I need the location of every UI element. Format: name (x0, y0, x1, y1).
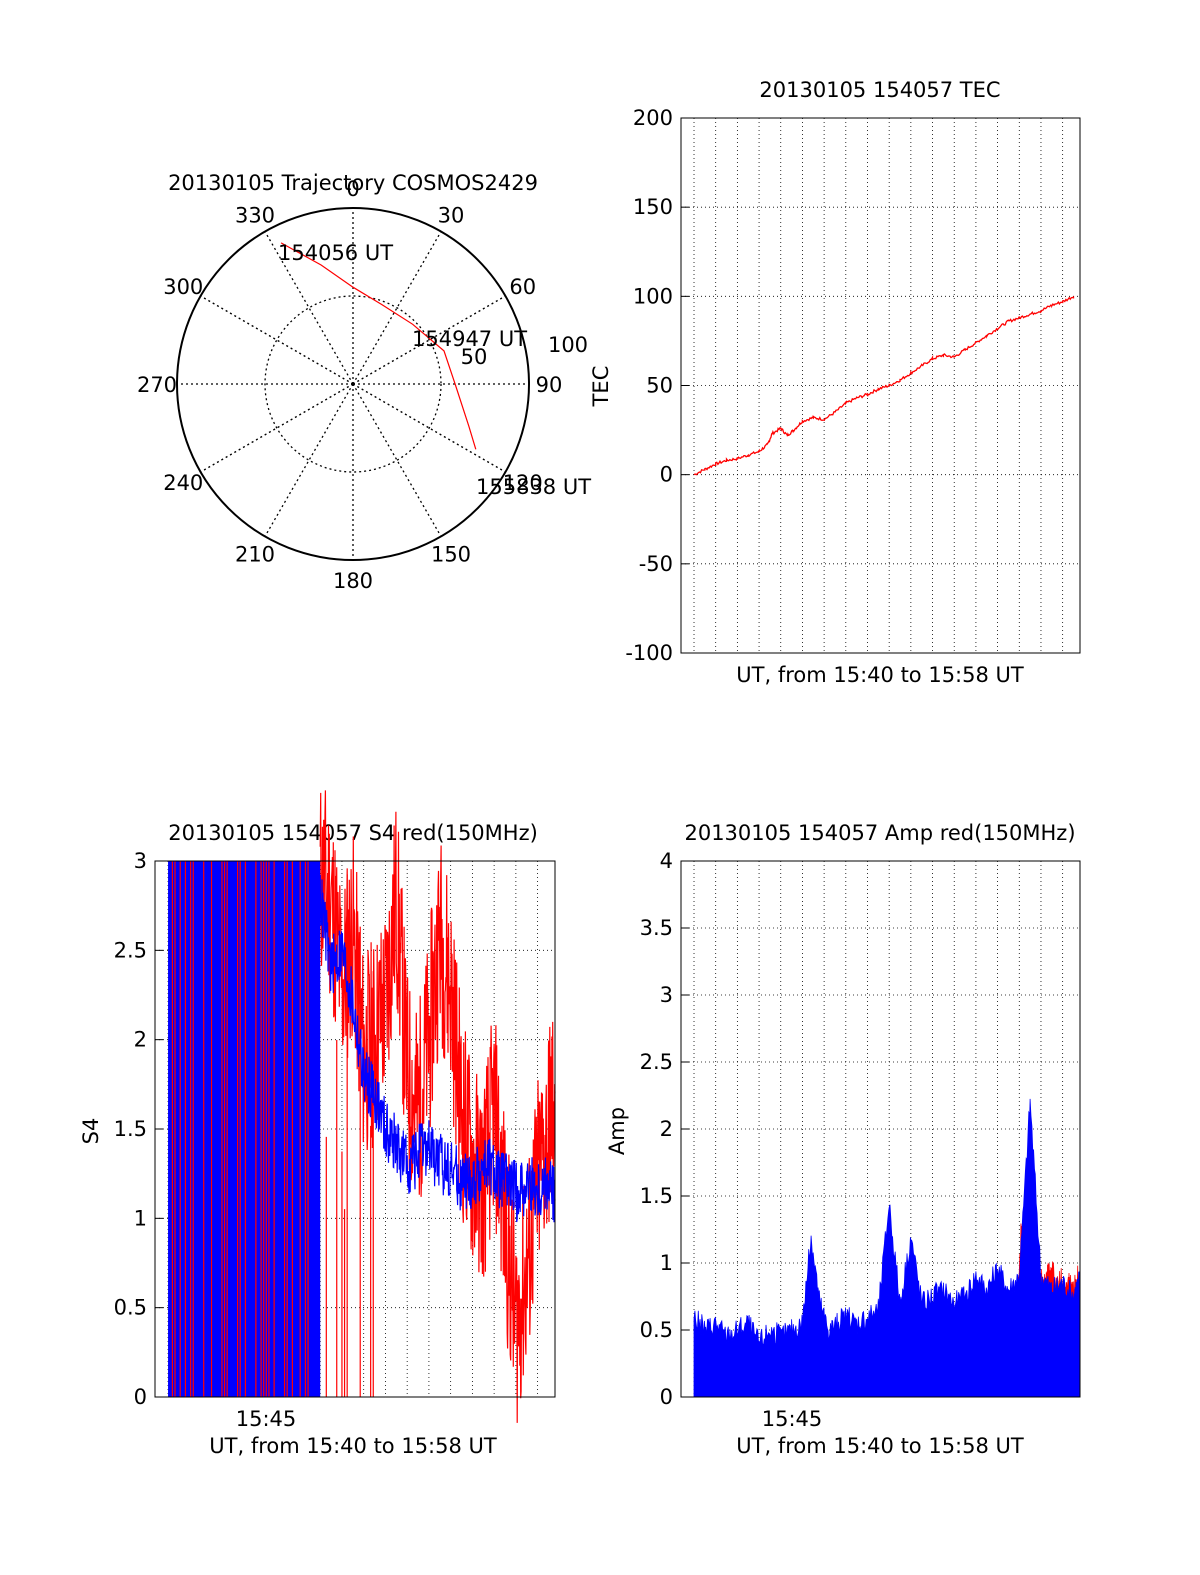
tec-ytick-label: -50 (639, 552, 673, 576)
track-start-label: 154056 UT (278, 241, 393, 265)
amp-ytick-label: 3.5 (640, 916, 673, 940)
s4-ytick-label: 2 (134, 1028, 147, 1052)
s4-axes-frame (154, 860, 556, 1398)
tec-ytick-label: 0 (660, 463, 673, 487)
s4-red-series-line (319, 790, 556, 1423)
azimuth-label-240: 240 (163, 471, 203, 495)
tec-ytick-label: 100 (633, 284, 673, 308)
s4-ytick-label: 1 (134, 1206, 147, 1230)
s4-ytick-label: 2.5 (114, 938, 147, 962)
polar-inner-ring (264, 295, 442, 473)
radius-label-50: 50 (461, 345, 488, 369)
s4-xtick-label: 15:45 (236, 1407, 297, 1431)
trajectory-title: 20130105 Trajectory COSMOS2429 (168, 171, 538, 195)
polar-radius-labels: 50 100 (461, 333, 588, 369)
polar-spoke-330 (264, 231, 354, 385)
azimuth-label-210: 210 (235, 543, 275, 567)
track-mid-label: 154947 UT (412, 327, 527, 351)
azimuth-label-270: 270 (137, 373, 177, 397)
amp-ytick-label: 2.5 (640, 1050, 673, 1074)
s4-ylabel: S4 (79, 1118, 103, 1145)
azimuth-label-150: 150 (431, 543, 471, 567)
tec-ytick-label: -100 (625, 641, 673, 665)
azimuth-label-60: 60 (509, 275, 536, 299)
amp-blue-series-area (693, 1098, 1081, 1398)
amp-ytick-label: 0.5 (640, 1318, 673, 1342)
tec-y-tick-labels: -100 -50 0 50 100 150 200 (625, 106, 673, 665)
amp-xtick-label: 15:45 (762, 1407, 823, 1431)
azimuth-label-180: 180 (333, 569, 373, 593)
polar-spoke-210 (264, 383, 354, 537)
polar-spoke-150 (352, 383, 442, 537)
s4-ytick-label: 1.5 (114, 1117, 147, 1141)
amp-ytick-label: 3 (660, 983, 673, 1007)
azimuth-label-90: 90 (536, 373, 563, 397)
amp-ytick-label: 4 (660, 849, 673, 873)
s4-ytick-label: 0.5 (114, 1296, 147, 1320)
amp-plot: 20130105 154057 Amp red(150MHz) 0 0.5 1 1.5… (605, 821, 1081, 1458)
amp-axes-frame (680, 860, 1081, 1398)
amp-ytick-label: 2 (660, 1117, 673, 1141)
polar-spoke-300 (200, 295, 354, 385)
s4-ytick-label: 0 (134, 1385, 147, 1409)
amp-ytick-label: 1 (660, 1251, 673, 1275)
tec-axes-frame (680, 117, 1081, 654)
s4-blue-series-line (319, 874, 556, 1223)
s4-xlabel: UT, from 15:40 to 15:58 UT (209, 1434, 497, 1458)
s4-ytick-label: 3 (134, 849, 147, 873)
amp-y-tick-labels: 0 0.5 1 1.5 2 2.5 3 3.5 4 (640, 849, 673, 1409)
s4-y-tick-labels: 0 0.5 1 1.5 2 2.5 3 (114, 849, 147, 1409)
polar-spoke-240 (200, 383, 354, 473)
polar-spoke-60 (352, 295, 506, 385)
amp-xlabel: UT, from 15:40 to 15:58 UT (736, 1434, 1024, 1458)
trajectory-polar-plot: 20130105 Trajectory COSMOS2429 0 30 60 90 12… (137, 171, 591, 593)
azimuth-label-30: 30 (438, 203, 465, 227)
azimuth-label-300: 300 (163, 275, 203, 299)
tec-ytick-label: 150 (633, 195, 673, 219)
track-end-label: 155838 UT (476, 475, 591, 499)
polar-grid (176, 207, 530, 561)
tec-ytick-label: 50 (646, 374, 673, 398)
azimuth-label-330: 330 (235, 203, 275, 227)
polar-spoke-30 (352, 231, 442, 385)
tec-ytick-label: 200 (633, 106, 673, 130)
polar-azimuth-labels: 0 30 60 90 120 150 180 210 240 270 300 330 (137, 177, 562, 593)
tec-title: 20130105 154057 TEC (759, 78, 1000, 102)
amp-ylabel: Amp (605, 1107, 629, 1155)
tec-ylabel: TEC (589, 366, 613, 408)
radius-label-100: 100 (548, 333, 588, 357)
amp-filled-areas (693, 1098, 1081, 1398)
s4-dense-bars (168, 861, 374, 1397)
tec-xlabel: UT, from 15:40 to 15:58 UT (736, 663, 1024, 687)
polar-spoke-120 (352, 383, 506, 473)
trajectory-track (280, 242, 477, 450)
tec-plot: 20130105 154057 TEC -100-50050100150200 … (589, 78, 1081, 687)
s4-plot: 20130105 154057 S4 red(150MHz) 00.511.52… (79, 790, 556, 1458)
amp-title: 20130105 154057 Amp red(150MHz) (684, 821, 1075, 845)
amp-ytick-label: 0 (660, 1385, 673, 1409)
azimuth-label-120: 120 (503, 471, 543, 495)
azimuth-label-0: 0 (346, 177, 359, 201)
amp-ytick-label: 1.5 (640, 1184, 673, 1208)
tec-series-line (693, 296, 1075, 476)
